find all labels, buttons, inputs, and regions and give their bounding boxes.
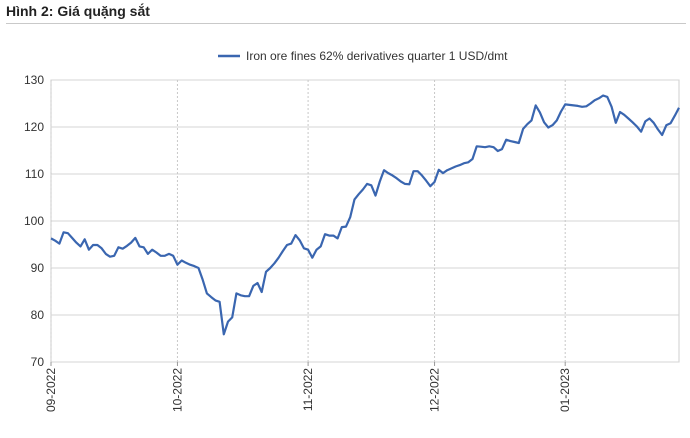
x-tick-label: 10-2022 <box>170 368 184 412</box>
x-tick-label: 09-2022 <box>44 368 58 412</box>
y-tick-label: 90 <box>31 261 45 275</box>
chart-legend: Iron ore fines 62% derivatives quarter 1… <box>218 49 508 63</box>
y-tick-label: 100 <box>24 214 44 228</box>
series-line <box>50 94 680 336</box>
y-tick-label: 130 <box>24 73 44 87</box>
title-divider <box>6 23 686 24</box>
y-tick-label: 70 <box>31 355 45 369</box>
y-axis: 70 80 90 100 110 120 130 <box>24 73 44 369</box>
legend-label: Iron ore fines 62% derivatives quarter 1… <box>246 49 508 63</box>
x-tick-label: 12-2022 <box>428 368 442 412</box>
x-tick-label: 01-2023 <box>558 368 572 412</box>
y-tick-label: 120 <box>24 120 44 134</box>
chart-series <box>50 94 680 336</box>
y-tick-label: 110 <box>25 167 44 181</box>
page-title: Hình 2: Giá quặng sắt <box>6 3 150 19</box>
x-axis: 09-2022 10-2022 11-2022 12-2022 01-2023 <box>44 362 572 412</box>
chart-grid <box>50 79 680 363</box>
y-tick-label: 80 <box>31 308 45 322</box>
x-tick-label: 11-2022 <box>301 368 315 411</box>
